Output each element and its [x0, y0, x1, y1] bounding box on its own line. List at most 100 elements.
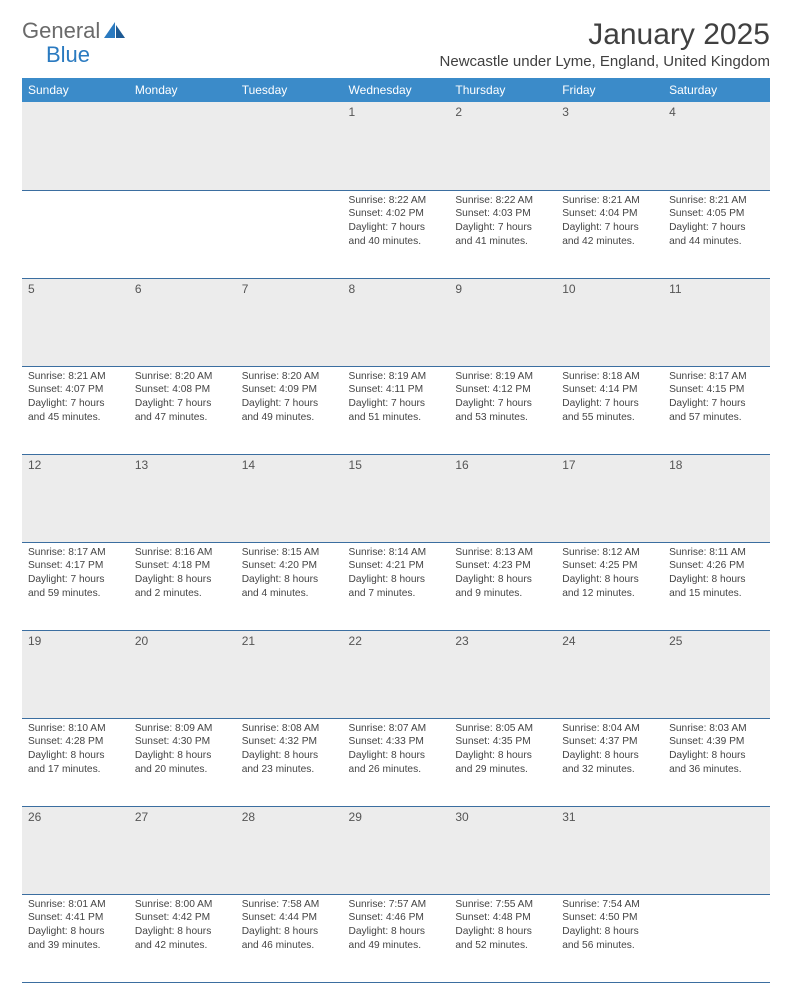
day-details: Sunrise: 8:10 AMSunset: 4:28 PMDaylight:… — [22, 719, 129, 783]
day-content-cell: Sunrise: 8:16 AMSunset: 4:18 PMDaylight:… — [129, 542, 236, 630]
brand-part2: Blue — [46, 42, 90, 68]
day-details: Sunrise: 8:11 AMSunset: 4:26 PMDaylight:… — [663, 543, 770, 607]
day-details: Sunrise: 8:04 AMSunset: 4:37 PMDaylight:… — [556, 719, 663, 783]
day-number-cell: 23 — [449, 630, 556, 718]
day-number-row: 12131415161718 — [22, 454, 770, 542]
day-number — [129, 102, 236, 107]
day-content-cell: Sunrise: 8:17 AMSunset: 4:15 PMDaylight:… — [663, 366, 770, 454]
day-number: 20 — [129, 631, 236, 650]
day-content-cell: Sunrise: 8:18 AMSunset: 4:14 PMDaylight:… — [556, 366, 663, 454]
day-content-cell: Sunrise: 8:21 AMSunset: 4:07 PMDaylight:… — [22, 366, 129, 454]
day-content-row: Sunrise: 8:17 AMSunset: 4:17 PMDaylight:… — [22, 542, 770, 630]
sail-icon — [104, 22, 126, 40]
day-number-cell: 17 — [556, 454, 663, 542]
day-content-cell: Sunrise: 8:03 AMSunset: 4:39 PMDaylight:… — [663, 718, 770, 806]
day-number-cell: 24 — [556, 630, 663, 718]
day-number: 17 — [556, 455, 663, 474]
day-number-cell: 19 — [22, 630, 129, 718]
day-content-cell: Sunrise: 8:19 AMSunset: 4:11 PMDaylight:… — [343, 366, 450, 454]
day-number-cell: 2 — [449, 102, 556, 190]
day-content-cell: Sunrise: 7:57 AMSunset: 4:46 PMDaylight:… — [343, 894, 450, 982]
page-header: General January 2025 Newcastle under Lym… — [22, 18, 770, 70]
weekday-header: Thursday — [449, 78, 556, 102]
day-content-cell: Sunrise: 8:14 AMSunset: 4:21 PMDaylight:… — [343, 542, 450, 630]
calendar-header-row: SundayMondayTuesdayWednesdayThursdayFrid… — [22, 78, 770, 102]
day-details: Sunrise: 8:22 AMSunset: 4:02 PMDaylight:… — [343, 191, 450, 255]
day-number: 10 — [556, 279, 663, 298]
day-number-row: 567891011 — [22, 278, 770, 366]
day-content-cell: Sunrise: 8:04 AMSunset: 4:37 PMDaylight:… — [556, 718, 663, 806]
day-content-cell: Sunrise: 8:08 AMSunset: 4:32 PMDaylight:… — [236, 718, 343, 806]
day-number-cell: 15 — [343, 454, 450, 542]
day-content-cell: Sunrise: 8:15 AMSunset: 4:20 PMDaylight:… — [236, 542, 343, 630]
day-details: Sunrise: 8:20 AMSunset: 4:08 PMDaylight:… — [129, 367, 236, 431]
day-number — [236, 102, 343, 107]
day-content-cell — [129, 190, 236, 278]
day-details: Sunrise: 8:18 AMSunset: 4:14 PMDaylight:… — [556, 367, 663, 431]
day-number-cell: 13 — [129, 454, 236, 542]
day-details: Sunrise: 8:17 AMSunset: 4:15 PMDaylight:… — [663, 367, 770, 431]
day-number: 19 — [22, 631, 129, 650]
day-content-row: Sunrise: 8:10 AMSunset: 4:28 PMDaylight:… — [22, 718, 770, 806]
day-content-cell: Sunrise: 8:11 AMSunset: 4:26 PMDaylight:… — [663, 542, 770, 630]
day-details: Sunrise: 8:19 AMSunset: 4:12 PMDaylight:… — [449, 367, 556, 431]
day-number-cell — [663, 806, 770, 894]
day-number: 16 — [449, 455, 556, 474]
day-content-cell: Sunrise: 8:00 AMSunset: 4:42 PMDaylight:… — [129, 894, 236, 982]
day-details: Sunrise: 7:55 AMSunset: 4:48 PMDaylight:… — [449, 895, 556, 959]
day-number: 8 — [343, 279, 450, 298]
day-number-cell: 21 — [236, 630, 343, 718]
day-number-cell: 6 — [129, 278, 236, 366]
day-content-cell: Sunrise: 8:19 AMSunset: 4:12 PMDaylight:… — [449, 366, 556, 454]
day-number: 15 — [343, 455, 450, 474]
day-details: Sunrise: 8:21 AMSunset: 4:04 PMDaylight:… — [556, 191, 663, 255]
day-content-row: Sunrise: 8:21 AMSunset: 4:07 PMDaylight:… — [22, 366, 770, 454]
day-details: Sunrise: 8:05 AMSunset: 4:35 PMDaylight:… — [449, 719, 556, 783]
day-number-cell: 8 — [343, 278, 450, 366]
weekday-header: Friday — [556, 78, 663, 102]
day-number: 29 — [343, 807, 450, 826]
day-details: Sunrise: 8:21 AMSunset: 4:05 PMDaylight:… — [663, 191, 770, 255]
day-content-cell: Sunrise: 7:58 AMSunset: 4:44 PMDaylight:… — [236, 894, 343, 982]
day-details: Sunrise: 8:14 AMSunset: 4:21 PMDaylight:… — [343, 543, 450, 607]
day-number: 7 — [236, 279, 343, 298]
day-number: 13 — [129, 455, 236, 474]
day-content-cell: Sunrise: 8:01 AMSunset: 4:41 PMDaylight:… — [22, 894, 129, 982]
day-content-cell: Sunrise: 8:12 AMSunset: 4:25 PMDaylight:… — [556, 542, 663, 630]
day-details: Sunrise: 8:20 AMSunset: 4:09 PMDaylight:… — [236, 367, 343, 431]
day-number-cell: 20 — [129, 630, 236, 718]
day-content-cell: Sunrise: 8:20 AMSunset: 4:09 PMDaylight:… — [236, 366, 343, 454]
day-content-cell: Sunrise: 8:20 AMSunset: 4:08 PMDaylight:… — [129, 366, 236, 454]
brand-part1: General — [22, 18, 100, 44]
day-details: Sunrise: 7:54 AMSunset: 4:50 PMDaylight:… — [556, 895, 663, 959]
day-number: 28 — [236, 807, 343, 826]
day-number-cell — [129, 102, 236, 190]
day-details: Sunrise: 7:58 AMSunset: 4:44 PMDaylight:… — [236, 895, 343, 959]
day-number: 27 — [129, 807, 236, 826]
day-number-cell: 18 — [663, 454, 770, 542]
day-content-cell: Sunrise: 8:22 AMSunset: 4:02 PMDaylight:… — [343, 190, 450, 278]
day-number: 2 — [449, 102, 556, 121]
day-number-cell: 9 — [449, 278, 556, 366]
day-number: 9 — [449, 279, 556, 298]
day-number-cell: 4 — [663, 102, 770, 190]
day-number: 4 — [663, 102, 770, 121]
day-content-cell: Sunrise: 8:17 AMSunset: 4:17 PMDaylight:… — [22, 542, 129, 630]
day-content-cell — [663, 894, 770, 982]
day-content-cell: Sunrise: 8:22 AMSunset: 4:03 PMDaylight:… — [449, 190, 556, 278]
day-content-row: Sunrise: 8:22 AMSunset: 4:02 PMDaylight:… — [22, 190, 770, 278]
day-number: 24 — [556, 631, 663, 650]
day-number: 5 — [22, 279, 129, 298]
day-number-cell: 31 — [556, 806, 663, 894]
day-details: Sunrise: 8:15 AMSunset: 4:20 PMDaylight:… — [236, 543, 343, 607]
day-number-cell: 22 — [343, 630, 450, 718]
day-number-cell: 30 — [449, 806, 556, 894]
day-number: 6 — [129, 279, 236, 298]
day-details: Sunrise: 8:07 AMSunset: 4:33 PMDaylight:… — [343, 719, 450, 783]
day-number-cell: 3 — [556, 102, 663, 190]
day-details: Sunrise: 8:17 AMSunset: 4:17 PMDaylight:… — [22, 543, 129, 607]
calendar-body: 12 34 Sunrise: 8:22 AMSunset: 4:02 PMDayli… — [22, 102, 770, 982]
day-number-cell: 7 — [236, 278, 343, 366]
day-number: 12 — [22, 455, 129, 474]
day-content-cell: Sunrise: 7:55 AMSunset: 4:48 PMDaylight:… — [449, 894, 556, 982]
